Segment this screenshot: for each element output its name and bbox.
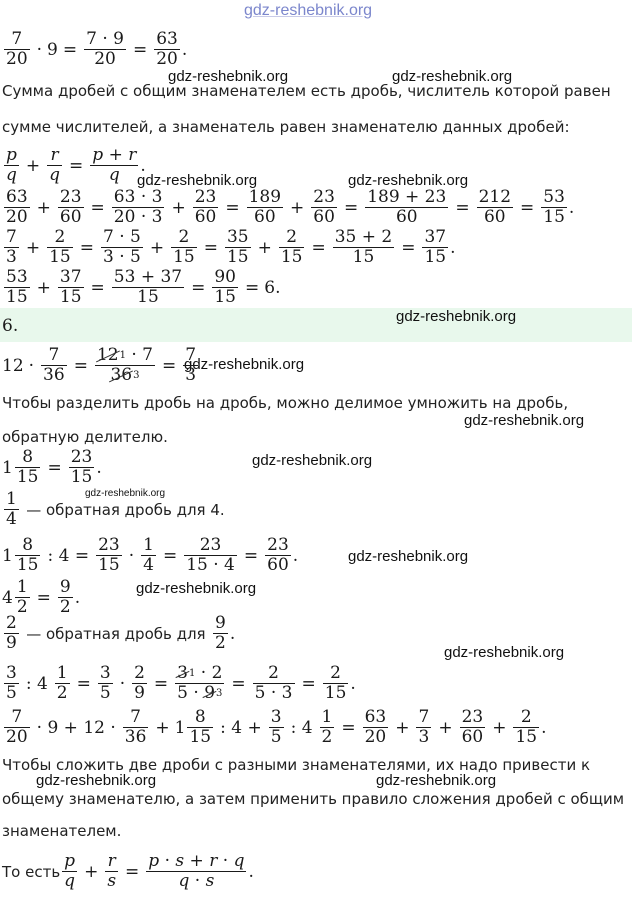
watermark: gdz-reshebnik.org [348,172,469,189]
text-paragraph: Чтобы сложить две дроби с разными знамен… [2,756,591,774]
watermark-top: gdz-reshebnik.org [244,2,373,19]
text-paragraph: Чтобы разделить дробь на дробь, можно де… [2,394,569,412]
text-paragraph: обратную делителю. [2,428,168,446]
text-paragraph: общему знаменателю, а затем применить пр… [2,790,625,808]
watermark-small: gdz-reshebnik.org [85,488,166,499]
watermark: gdz-reshebnik.org [464,412,585,429]
watermark: gdz-reshebnik.org [136,580,257,597]
watermark: gdz-reshebnik.org [444,644,565,661]
watermark: gdz-reshebnik.org [348,548,469,565]
section-number: 6. [2,316,19,336]
equation-line: 12 · 7 36 = 121 · 7 363 = 7 3 [2,345,199,385]
equation-line: 53 15 +37 15 = 53 + 37 15 = 90 15 = 6. [4,267,281,307]
watermark: gdz-reshebnik.org [396,308,517,325]
text-paragraph: знаменателем. [2,822,122,840]
text-inline: То есть [2,862,61,881]
section-highlight-band [0,308,632,342]
watermark: gdz-reshebnik.org [376,772,497,789]
equation-line: 7 20 · 9 + 12 · 7 36 +1 8 15: 4 +3 5: 4 1 2 = 63 20 +7… [4,707,547,747]
watermark: gdz-reshebnik.org [252,452,373,469]
text-paragraph: Сумма дробей с общим знаменателем есть д… [2,82,611,100]
watermark: gdz-reshebnik.org [137,172,258,189]
equation-line: 7 20 · 9 = 7 · 9 20 = 63 20. [4,29,188,69]
watermark: gdz-reshebnik.org [168,68,289,85]
text-inline: — обратная дробь для [26,624,206,643]
equation-line: 4 1 2 = 9 2. [2,577,81,617]
text-inline: — обратная дробь для 4. [26,500,225,519]
watermark: gdz-reshebnik.org [184,356,305,373]
text-paragraph: сумме числителей, а знаменатель равен зн… [2,118,570,136]
equation-line: 1 8 15: 4 = 23 15 · 1 4 = 23 15 · 4 = 23 60. [2,535,299,575]
watermark: gdz-reshebnik.org [392,68,513,85]
equation-line: 1 8 15 = 23 15. [2,447,102,487]
equation-line: 63 20 +23 60 = 63 · 3 20 · 3 +23 60 = 189 60 +23 60 = 1… [4,187,575,227]
watermark: gdz-reshebnik.org [36,772,157,789]
